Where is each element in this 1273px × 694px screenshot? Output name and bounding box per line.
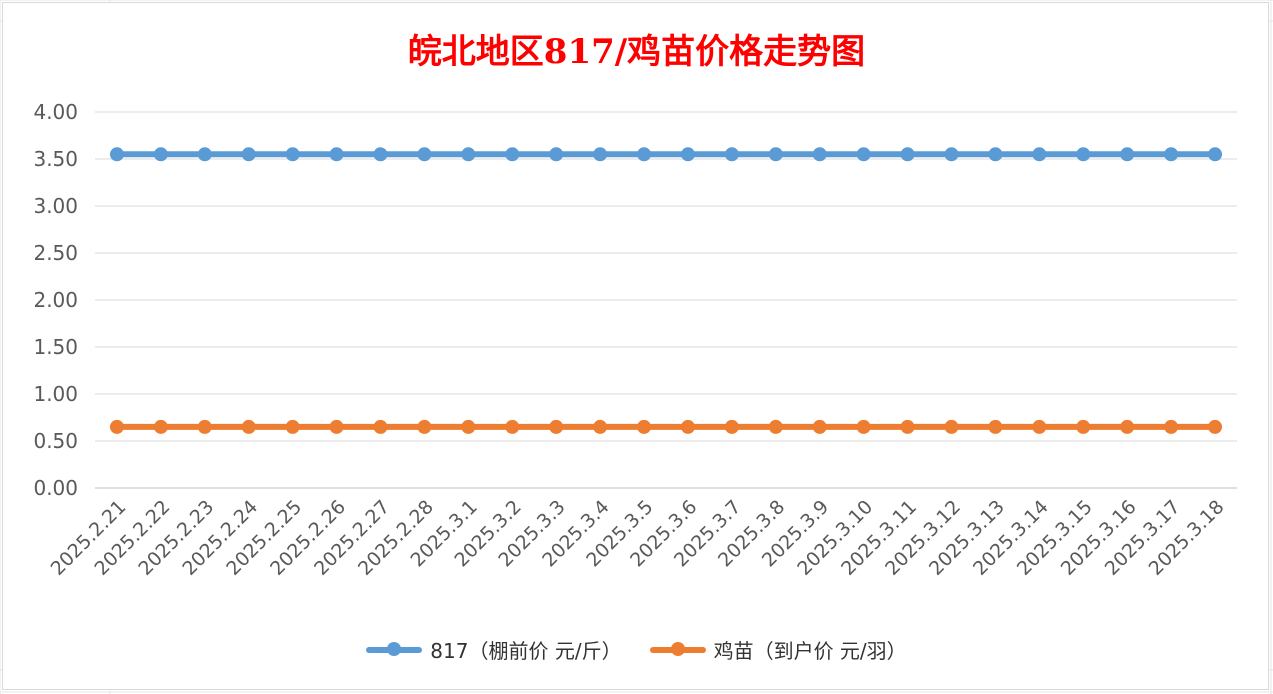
chart-title: 皖北地区817/鸡苗价格走势图 [407,32,866,72]
legend-label-817: 817（棚前价 元/斤） [430,639,622,663]
data-point[interactable] [417,419,432,434]
y-tick-label: 2.50 [33,241,78,265]
y-tick-label: 0.00 [33,476,78,500]
data-point[interactable] [944,419,959,434]
data-point[interactable] [680,147,695,162]
y-tick-label: 2.00 [33,288,78,312]
data-point[interactable] [549,147,564,162]
data-point[interactable] [1164,147,1179,162]
y-tick-label: 3.00 [33,194,78,218]
data-point[interactable] [109,147,124,162]
data-point[interactable] [637,147,652,162]
data-point[interactable] [988,419,1003,434]
data-point[interactable] [241,419,256,434]
data-point[interactable] [285,419,300,434]
data-point[interactable] [856,147,871,162]
data-point[interactable] [109,419,124,434]
legend-swatch-chick [649,641,706,656]
data-point[interactable] [768,419,783,434]
y-tick-label: 4.00 [33,100,78,124]
legend-item-chick[interactable]: 鸡苗（到户价 元/羽） [649,635,907,664]
data-point[interactable] [505,419,520,434]
y-tick-label: 1.00 [33,382,78,406]
data-point[interactable] [373,147,388,162]
data-point[interactable] [417,147,432,162]
data-point[interactable] [1032,147,1047,162]
data-point[interactable] [197,147,212,162]
data-point[interactable] [373,419,388,434]
data-point[interactable] [329,419,344,434]
data-point[interactable] [944,147,959,162]
data-point[interactable] [593,419,608,434]
data-point[interactable] [505,147,520,162]
data-point[interactable] [680,419,695,434]
data-point[interactable] [1120,419,1135,434]
data-point[interactable] [1208,419,1223,434]
data-point[interactable] [988,147,1003,162]
data-point[interactable] [153,147,168,162]
legend-item-817[interactable]: 817（棚前价 元/斤） [366,635,622,664]
data-point[interactable] [153,419,168,434]
y-tick-label: 1.50 [33,335,78,359]
legend-swatch-817 [366,641,423,656]
data-point[interactable] [768,147,783,162]
data-point[interactable] [329,147,344,162]
data-point[interactable] [724,147,739,162]
data-point[interactable] [285,147,300,162]
data-point[interactable] [1208,147,1223,162]
data-point[interactable] [900,419,915,434]
legend-label-chick: 鸡苗（到户价 元/羽） [713,639,907,663]
data-point[interactable] [241,147,256,162]
data-point[interactable] [593,147,608,162]
data-point[interactable] [724,419,739,434]
data-point[interactable] [1076,147,1091,162]
data-point[interactable] [1120,147,1135,162]
data-point[interactable] [856,419,871,434]
data-point[interactable] [1164,419,1179,434]
y-tick-label: 0.50 [33,429,78,453]
data-point[interactable] [461,147,476,162]
y-tick-label: 3.50 [33,147,78,171]
data-point[interactable] [637,419,652,434]
data-point[interactable] [1032,419,1047,434]
data-point[interactable] [461,419,476,434]
data-point[interactable] [197,419,212,434]
data-point[interactable] [1076,419,1091,434]
data-point[interactable] [812,147,827,162]
data-point[interactable] [812,419,827,434]
legend: 817（棚前价 元/斤） 鸡苗（到户价 元/羽） [0,635,1273,664]
data-point[interactable] [549,419,564,434]
data-point[interactable] [900,147,915,162]
